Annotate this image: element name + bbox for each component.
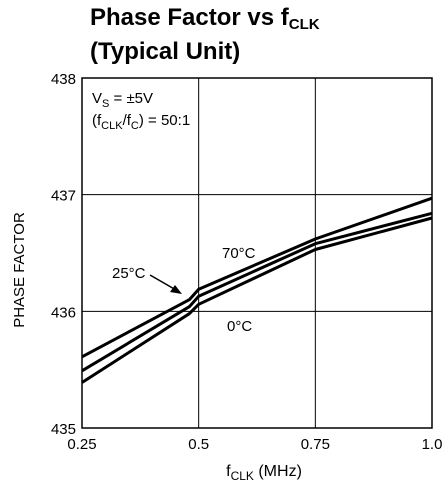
series-label-25c-leader [149, 274, 177, 291]
series-label-70c: 70°C [222, 245, 256, 262]
y-tick-label-0: 435 [51, 421, 76, 438]
series-label-25c-arrowhead [170, 285, 182, 294]
plot-frame [81, 77, 433, 429]
title-line-2: (Typical Unit) [90, 38, 241, 65]
conditions-vs: VS = ±5V [92, 90, 153, 110]
x-tick-label-3: 1.0 [422, 436, 442, 453]
y-axis-label: PHASE FACTOR [11, 212, 28, 328]
series-line-2 [81, 216, 433, 384]
x-tick-label-0: 0.25 [67, 436, 96, 453]
x-tick-label-1: 0.5 [188, 436, 209, 453]
series-label-25c: 25°C [112, 265, 146, 282]
x-tick-label-2: 0.75 [301, 436, 330, 453]
series-line-1 [81, 211, 433, 373]
y-tick-label-3: 438 [51, 71, 76, 88]
y-tick-label-2: 437 [51, 188, 76, 205]
grid-lines [82, 78, 432, 428]
y-tick-label-1: 436 [51, 304, 76, 321]
title-line-1: Phase Factor vs fCLK [90, 4, 320, 33]
chart-title: Phase Factor vs fCLK (Typical Unit) [90, 4, 320, 65]
x-axis-label: fCLK (MHz) [226, 463, 302, 483]
series-label-0c: 0°C [227, 318, 252, 335]
series-line-0 [81, 196, 433, 359]
conditions-ratio: (fCLK/fC) = 50:1 [92, 112, 190, 132]
